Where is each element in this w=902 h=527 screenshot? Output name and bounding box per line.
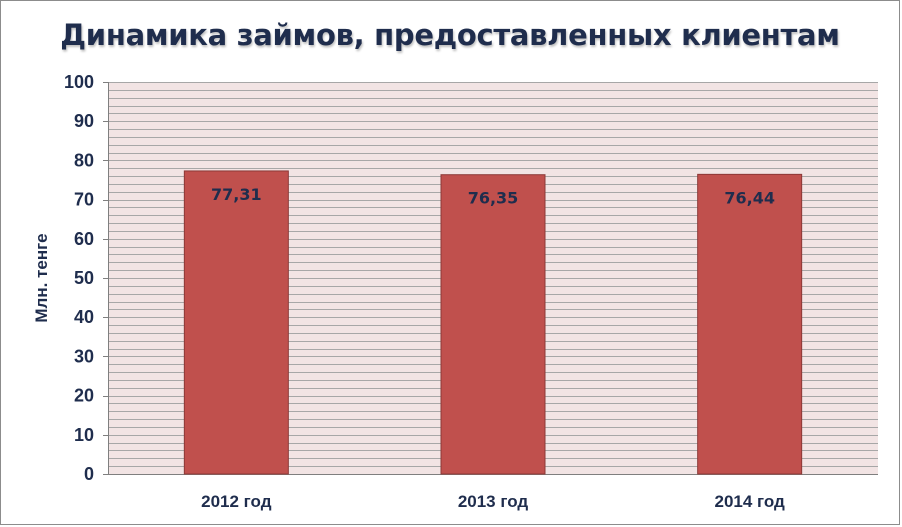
data-label: 76,35 <box>468 189 519 208</box>
bar <box>183 170 289 475</box>
bar <box>440 174 546 475</box>
y-tick-label: 60 <box>74 229 94 249</box>
y-tick-label: 80 <box>74 150 94 170</box>
x-category-label: 2013 год <box>458 492 529 511</box>
y-tick-label: 30 <box>74 346 94 366</box>
data-label: 76,44 <box>724 188 775 207</box>
y-tick-label: 50 <box>74 268 94 288</box>
bar <box>697 173 803 475</box>
data-label: 77,31 <box>211 185 262 204</box>
y-tick-label: 20 <box>74 386 94 406</box>
y-tick-label: 0 <box>84 464 94 484</box>
y-tick-label: 40 <box>74 307 94 327</box>
y-tick-label: 90 <box>74 111 94 131</box>
y-tick-label: 10 <box>74 425 94 445</box>
chart-title: Динамика займов, предоставленных клиента… <box>60 18 840 52</box>
y-tick-label: 100 <box>64 72 94 92</box>
x-category-label: 2012 год <box>201 492 272 511</box>
y-tick-label: 70 <box>74 190 94 210</box>
x-category-label: 2014 год <box>714 492 785 511</box>
